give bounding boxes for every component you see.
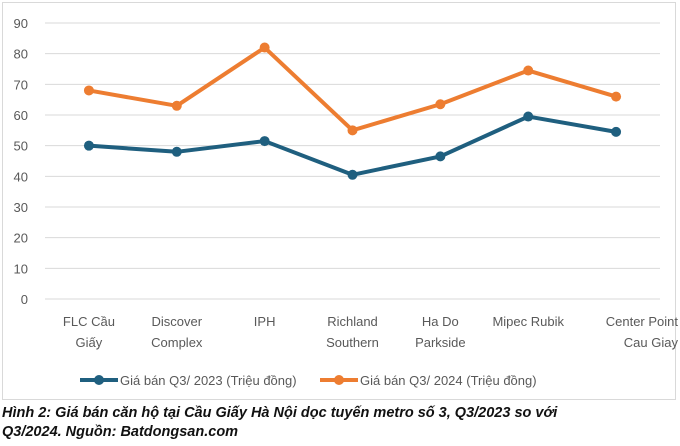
- data-point: [171, 146, 182, 157]
- data-point: [523, 111, 534, 122]
- data-point: [347, 169, 358, 180]
- data-point: [523, 65, 534, 76]
- legend-label: Giá bán Q3/ 2023 (Triệu đồng): [120, 373, 297, 388]
- y-tick-label: 60: [14, 108, 28, 123]
- data-point: [171, 100, 182, 111]
- x-tick-label: Parkside: [415, 335, 466, 350]
- line-chart: 0 10 20 30 40 50 60 70 80 90 FLC Cầu Giấy Discover Co…: [14, 16, 679, 388]
- data-point: [259, 136, 270, 147]
- x-tick-label: Southern: [326, 335, 379, 350]
- x-tick-label: Complex: [151, 335, 203, 350]
- data-point: [435, 99, 446, 110]
- data-point: [259, 42, 270, 53]
- y-tick-label: 80: [14, 47, 28, 62]
- figure-caption: Hình 2: Giá bán căn hộ tại Cầu Giấy Hà N…: [2, 404, 678, 442]
- y-tick-label: 40: [14, 169, 28, 184]
- data-point: [435, 151, 446, 162]
- x-tick-label: IPH: [254, 314, 276, 329]
- y-tick-label: 20: [14, 231, 28, 246]
- data-point: [83, 140, 94, 151]
- data-point: [347, 125, 358, 136]
- x-tick-label: Discover: [151, 314, 202, 329]
- legend-marker: [334, 375, 344, 385]
- legend-label: Giá bán Q3/ 2024 (Triệu đồng): [360, 373, 537, 388]
- chart-frame: [2, 2, 676, 400]
- y-tick-label: 70: [14, 77, 28, 92]
- y-tick-label: 10: [14, 261, 28, 276]
- y-tick-label: 90: [14, 16, 28, 31]
- x-tick-label: FLC Cầu: [63, 314, 115, 329]
- data-point: [611, 126, 622, 137]
- data-point: [83, 85, 94, 96]
- caption-line-2: Q3/2024. Nguồn: Batdongsan.com: [2, 424, 239, 440]
- data-point: [611, 91, 622, 102]
- y-tick-label: 50: [14, 139, 28, 154]
- x-tick-label: Giấy: [76, 335, 103, 350]
- x-tick-label: Richland: [327, 314, 378, 329]
- x-tick-label: Ha Do: [422, 314, 459, 329]
- x-tick-label: Cau Giay: [624, 335, 679, 350]
- caption-line-1: Hình 2: Giá bán căn hộ tại Cầu Giấy Hà N…: [2, 405, 558, 421]
- y-tick-label: 30: [14, 200, 28, 215]
- y-tick-label: 0: [21, 292, 28, 307]
- x-tick-label: Center Point: [606, 314, 679, 329]
- legend-marker: [94, 375, 104, 385]
- x-tick-label: Mipec Rubik: [492, 314, 564, 329]
